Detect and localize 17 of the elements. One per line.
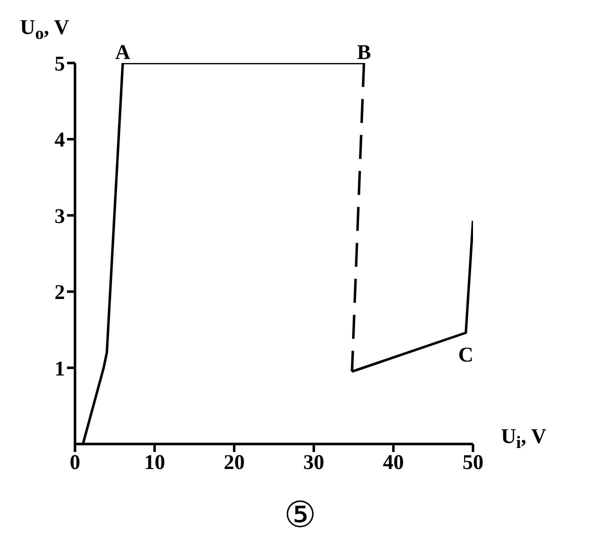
y-tick-label: 2	[54, 280, 65, 304]
annotation: A	[115, 40, 132, 64]
x-tick-label: 40	[382, 450, 404, 474]
annotation: B	[356, 40, 371, 64]
x-tick-label: 50	[462, 450, 484, 474]
annotation: C	[458, 342, 474, 367]
x-tick-label: 10	[144, 450, 166, 474]
x-tick-label: 20	[224, 450, 245, 474]
y-tick-label: 5	[54, 51, 65, 76]
y-tick-label: 1	[54, 356, 65, 380]
y-tick-label: 3	[54, 204, 65, 228]
x-axis-title: U$_{i}$, V	[501, 424, 546, 454]
x-tick-label: 0	[70, 450, 80, 474]
y-axis-title: U$_{o}$, V	[20, 15, 70, 44]
x-tick-label: 30	[303, 450, 324, 474]
text: ⑤	[283, 494, 317, 536]
y-tick-label: 4	[54, 128, 66, 152]
